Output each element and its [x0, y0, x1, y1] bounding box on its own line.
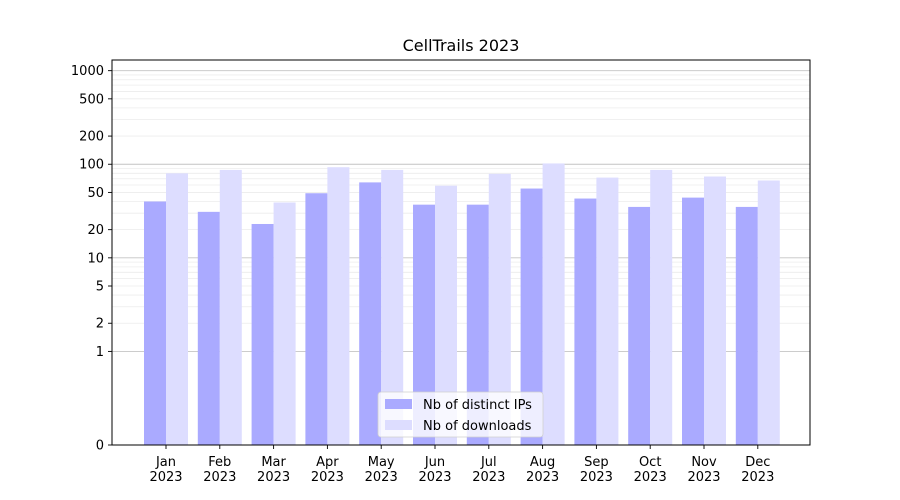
bar-downloads [488, 173, 511, 446]
x-tick-label: Nov 2023 [687, 455, 720, 485]
y-tick-label: 50 [87, 186, 104, 201]
bar-downloads [273, 202, 296, 445]
x-tick-label: Apr 2023 [311, 455, 344, 485]
y-tick-label: 20 [87, 223, 104, 238]
bar-distinct-ips [682, 197, 704, 445]
x-tick-label: Jul 2023 [472, 455, 505, 485]
y-tick-label: 100 [79, 158, 104, 173]
bar-distinct-ips [413, 204, 435, 445]
legend: Nb of distinct IPs Nb of downloads [377, 391, 544, 438]
plot-frame [111, 59, 811, 446]
legend-box [377, 391, 544, 438]
bar-downloads [542, 163, 565, 445]
bar-downloads [704, 176, 726, 446]
x-tick-label: Feb 2023 [203, 455, 236, 485]
bar-downloads [650, 169, 673, 445]
legend-swatch [385, 399, 412, 409]
y-tick-label: 500 [79, 92, 104, 107]
bar-downloads [219, 169, 242, 445]
y-tick-label: 5 [96, 280, 104, 295]
chart-title: CellTrails 2023 [403, 36, 520, 55]
bar-distinct-ips [144, 201, 166, 445]
x-tick-label: Sep 2023 [580, 455, 613, 485]
x-tick-label: May 2023 [365, 455, 398, 485]
x-tick-label: Oct 2023 [634, 455, 667, 485]
bar-distinct-ips [628, 206, 651, 445]
legend-label: Nb of distinct IPs [423, 398, 532, 413]
x-tick-label: Mar 2023 [257, 455, 290, 485]
x-tick-label: Jun 2023 [418, 455, 451, 485]
bar-distinct-ips [305, 193, 328, 445]
bar-distinct-ips [251, 223, 274, 445]
bar-downloads [166, 173, 188, 445]
bar-distinct-ips [735, 206, 758, 445]
bar-distinct-ips [197, 211, 220, 445]
bars [144, 163, 780, 446]
y-tick-label: 2 [96, 317, 104, 332]
bar-downloads [596, 177, 619, 446]
bar-downloads [327, 167, 350, 446]
bar-downloads [757, 180, 780, 446]
axes: Jan 2023 Feb 2023 Mar 2023 Apr 2023 May 2023 Jun 20… [71, 59, 811, 485]
x-tick-label: Dec 2023 [741, 455, 774, 485]
bar-distinct-ips [466, 204, 489, 445]
legend-swatch [385, 420, 412, 430]
x-tick-label: Aug 2023 [526, 455, 559, 485]
bar-downloads [381, 169, 404, 445]
bar-distinct-ips [574, 198, 597, 445]
y-tick-label: 0 [96, 439, 104, 454]
y-tick-label: 1000 [71, 64, 104, 79]
bar-distinct-ips [359, 182, 382, 445]
y-tick-label: 200 [79, 130, 104, 145]
y-tick-label: 10 [87, 251, 104, 266]
legend-label: Nb of downloads [423, 419, 532, 434]
y-tick-label: 1 [96, 345, 104, 360]
bar-downloads [435, 185, 457, 446]
bar-distinct-ips [520, 188, 543, 445]
x-tick-label: Jan 2023 [149, 455, 182, 485]
